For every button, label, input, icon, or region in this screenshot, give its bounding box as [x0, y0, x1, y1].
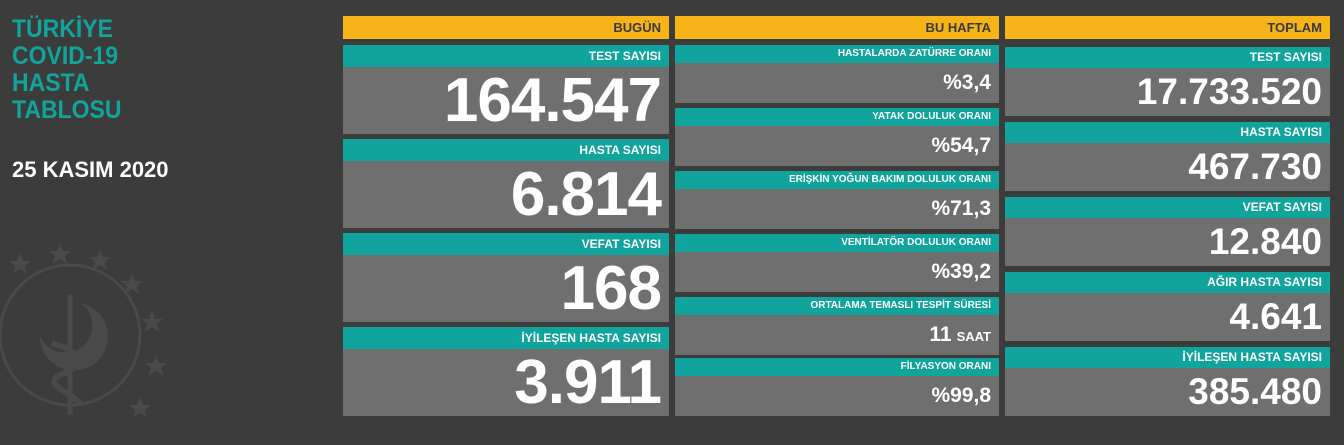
- value-text: %71,3: [931, 197, 991, 220]
- title-line: TÜRKİYE: [12, 15, 113, 43]
- value-text: %3,4: [943, 71, 991, 94]
- filiation-rate-card: FİLYASYON ORANI %99,8: [675, 358, 999, 416]
- value-text: %99,8: [931, 384, 991, 407]
- card-value: 467.730: [1005, 143, 1330, 191]
- card-label: İYİLEŞEN HASTA SAYISI: [1005, 347, 1330, 368]
- card-label: VEFAT SAYISI: [1005, 197, 1330, 218]
- ventilator-occupancy-card: VENTİLATÖR DOLULUK ORANI %39,2: [675, 234, 999, 292]
- today-column: BUGÜN TEST SAYISI 164.547 HASTA SAYISI 6…: [343, 16, 669, 416]
- card-label: YATAK DOLULUK ORANI: [675, 108, 999, 126]
- card-value: %39,2: [675, 252, 999, 292]
- card-value: %54,7: [675, 126, 999, 166]
- dashboard-title: TÜRKİYE COVID-19 HASTA TABLOSU: [12, 16, 121, 124]
- this-week-header: BU HAFTA: [675, 16, 999, 39]
- card-value: 385.480: [1005, 368, 1330, 416]
- icu-occupancy-card: ERİŞKİN YOĞUN BAKIM DOLULUK ORANI %71,3: [675, 171, 999, 229]
- card-label: ERİŞKİN YOĞUN BAKIM DOLULUK ORANI: [675, 171, 999, 189]
- report-date: 25 KASIM 2020: [12, 157, 169, 182]
- card-label: HASTA SAYISI: [343, 139, 669, 161]
- card-value: %71,3: [675, 189, 999, 229]
- pneumonia-rate-card: HASTALARDA ZATÜRRE ORANI %3,4: [675, 45, 999, 103]
- card-value: 6.814: [343, 161, 669, 228]
- card-label: HASTA SAYISI: [1005, 122, 1330, 143]
- card-value: %99,8: [675, 376, 999, 416]
- title-line: COVID-19: [12, 42, 119, 70]
- card-label: ORTALAMA TEMASLI TESPİT SÜRESİ: [675, 297, 999, 315]
- title-line: TABLOSU: [12, 96, 122, 124]
- card-value: 3.911: [343, 349, 669, 416]
- value-unit: SAAT: [956, 329, 991, 344]
- card-value: 168: [343, 255, 669, 322]
- card-value: %3,4: [675, 63, 999, 103]
- value-text: %39,2: [931, 260, 991, 283]
- card-label: TEST SAYISI: [1005, 47, 1330, 68]
- card-value: 12.840: [1005, 218, 1330, 266]
- today-test-card: TEST SAYISI 164.547: [343, 45, 669, 134]
- total-deaths-card: VEFAT SAYISI 12.840: [1005, 197, 1330, 266]
- today-deaths-card: VEFAT SAYISI 168: [343, 233, 669, 322]
- card-label: TEST SAYISI: [343, 45, 669, 67]
- card-value: 17.733.520: [1005, 68, 1330, 116]
- bed-occupancy-card: YATAK DOLULUK ORANI %54,7: [675, 108, 999, 166]
- ministry-emblem-icon: [0, 243, 167, 418]
- card-value: 164.547: [343, 67, 669, 134]
- total-severe-card: AĞIR HASTA SAYISI 4.641: [1005, 272, 1330, 341]
- total-cases-card: HASTA SAYISI 467.730: [1005, 122, 1330, 191]
- card-label: VEFAT SAYISI: [343, 233, 669, 255]
- today-cases-card: HASTA SAYISI 6.814: [343, 139, 669, 228]
- title-line: HASTA: [12, 69, 90, 97]
- card-value: 4.641: [1005, 293, 1330, 341]
- total-recovered-card: İYİLEŞEN HASTA SAYISI 385.480: [1005, 347, 1330, 416]
- total-header: TOPLAM: [1005, 16, 1330, 39]
- total-test-card: TEST SAYISI 17.733.520: [1005, 47, 1330, 116]
- today-recovered-card: İYİLEŞEN HASTA SAYISI 3.911: [343, 327, 669, 416]
- card-label: VENTİLATÖR DOLULUK ORANI: [675, 234, 999, 252]
- card-label: AĞIR HASTA SAYISI: [1005, 272, 1330, 293]
- today-header: BUGÜN: [343, 16, 669, 39]
- value-text: %54,7: [931, 134, 991, 157]
- card-label: HASTALARDA ZATÜRRE ORANI: [675, 45, 999, 63]
- card-label: İYİLEŞEN HASTA SAYISI: [343, 327, 669, 349]
- contact-tracing-time-card: ORTALAMA TEMASLI TESPİT SÜRESİ 11 SAAT: [675, 297, 999, 355]
- value-text: 11: [929, 323, 952, 346]
- this-week-column: BU HAFTA HASTALARDA ZATÜRRE ORANI %3,4 Y…: [675, 16, 999, 416]
- card-label: FİLYASYON ORANI: [675, 358, 999, 376]
- total-column: TOPLAM TEST SAYISI 17.733.520 HASTA SAYI…: [1005, 16, 1330, 416]
- card-value: 11 SAAT: [675, 315, 999, 355]
